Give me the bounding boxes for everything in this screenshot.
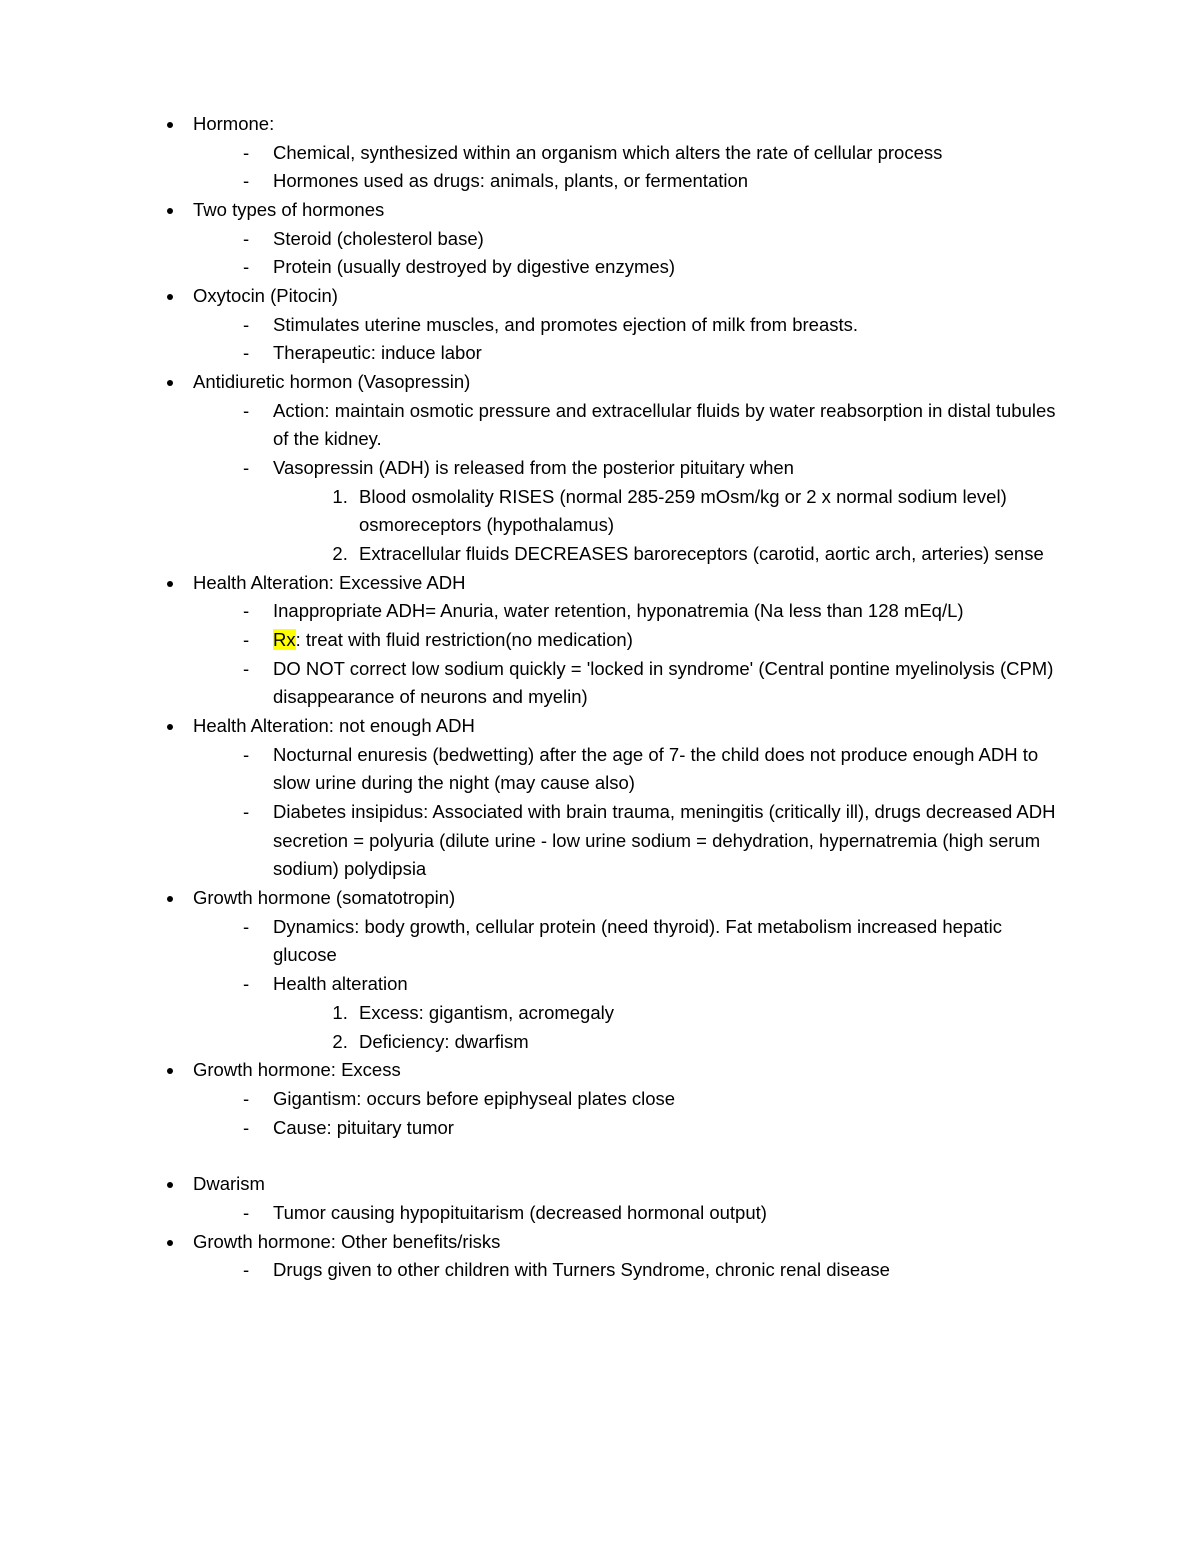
bullet-text: Growth hormone: Other benefits/risks <box>193 1231 500 1252</box>
sub-item: DO NOT correct low sodium quickly = 'loc… <box>243 655 1070 712</box>
sub-text: : treat with fluid restriction(no medica… <box>296 629 633 650</box>
sub-text: Drugs given to other children with Turne… <box>273 1259 890 1280</box>
numbered-item: Extracellular fluids DECREASES barorecep… <box>353 540 1070 569</box>
numbered-item: Excess: gigantism, acromegaly <box>353 999 1070 1028</box>
bullet-text: Dwarism <box>193 1173 265 1194</box>
sub-text: Diabetes insipidus: Associated with brai… <box>273 801 1055 879</box>
sub-item: Protein (usually destroyed by digestive … <box>243 253 1070 282</box>
sub-list: Drugs given to other children with Turne… <box>193 1256 1070 1285</box>
sub-text: DO NOT correct low sodium quickly = 'loc… <box>273 658 1053 708</box>
sub-item: Vasopressin (ADH) is released from the p… <box>243 454 1070 569</box>
sub-list: Chemical, synthesized within an organism… <box>193 139 1070 196</box>
sub-text: Therapeutic: induce labor <box>273 342 482 363</box>
highlighted-text: Rx <box>273 629 296 650</box>
bullet-item: Growth hormone: Other benefits/risks Drug… <box>185 1228 1070 1285</box>
sub-item: Rx: treat with fluid restriction(no medi… <box>243 626 1070 655</box>
bullet-item: Antidiuretic hormon (Vasopressin) Action:… <box>185 368 1070 569</box>
sub-text: Nocturnal enuresis (bedwetting) after th… <box>273 744 1038 794</box>
sub-list: Inappropriate ADH= Anuria, water retenti… <box>193 597 1070 712</box>
bullet-text: Antidiuretic hormon (Vasopressin) <box>193 371 470 392</box>
sub-text: Dynamics: body growth, cellular protein … <box>273 916 1002 966</box>
sub-item: Drugs given to other children with Turne… <box>243 1256 1070 1285</box>
outline-root: Hormone: Chemical, synthesized within an … <box>130 110 1070 1285</box>
sub-item: Dynamics: body growth, cellular protein … <box>243 913 1070 970</box>
bullet-text: Growth hormone: Excess <box>193 1059 401 1080</box>
sub-text: Stimulates uterine muscles, and promotes… <box>273 314 858 335</box>
bullet-item: Growth hormone: Excess Gigantism: occurs … <box>185 1056 1070 1142</box>
sub-list: Action: maintain osmotic pressure and ex… <box>193 397 1070 569</box>
sub-text: Tumor causing hypopituitarism (decreased… <box>273 1202 767 1223</box>
numbered-list: Blood osmolality RISES (normal 285-259 m… <box>273 483 1070 569</box>
bullet-item: Health Alteration: Excessive ADH Inapprop… <box>185 569 1070 712</box>
sub-item: Tumor causing hypopituitarism (decreased… <box>243 1199 1070 1228</box>
sub-text: Hormones used as drugs: animals, plants,… <box>273 170 748 191</box>
bullet-item: Oxytocin (Pitocin) Stimulates uterine mus… <box>185 282 1070 368</box>
bullet-item: Two types of hormones Steroid (cholestero… <box>185 196 1070 282</box>
sub-item: Stimulates uterine muscles, and promotes… <box>243 311 1070 340</box>
bullet-text: Growth hormone (somatotropin) <box>193 887 455 908</box>
sub-list: Gigantism: occurs before epiphyseal plat… <box>193 1085 1070 1142</box>
bullet-item: Growth hormone (somatotropin) Dynamics: b… <box>185 884 1070 1056</box>
sub-item: Cause: pituitary tumor <box>243 1114 1070 1143</box>
sub-item: Inappropriate ADH= Anuria, water retenti… <box>243 597 1070 626</box>
sub-item: Gigantism: occurs before epiphyseal plat… <box>243 1085 1070 1114</box>
sub-text: Action: maintain osmotic pressure and ex… <box>273 400 1056 450</box>
sub-text: Chemical, synthesized within an organism… <box>273 142 942 163</box>
sub-list: Steroid (cholesterol base) Protein (usual… <box>193 225 1070 282</box>
sub-item: Hormones used as drugs: animals, plants,… <box>243 167 1070 196</box>
sub-item: Steroid (cholesterol base) <box>243 225 1070 254</box>
sub-item: Nocturnal enuresis (bedwetting) after th… <box>243 741 1070 798</box>
bullet-text: Hormone: <box>193 113 274 134</box>
sub-list: Tumor causing hypopituitarism (decreased… <box>193 1199 1070 1228</box>
bullet-item: Dwarism Tumor causing hypopituitarism (de… <box>185 1170 1070 1227</box>
bullet-text: Health Alteration: Excessive ADH <box>193 572 466 593</box>
bullet-text: Health Alteration: not enough ADH <box>193 715 475 736</box>
sub-text: Health alteration <box>273 973 408 994</box>
sub-item: Therapeutic: induce labor <box>243 339 1070 368</box>
sub-item: Diabetes insipidus: Associated with brai… <box>243 798 1070 884</box>
bullet-item: Hormone: Chemical, synthesized within an … <box>185 110 1070 196</box>
sub-text: Cause: pituitary tumor <box>273 1117 454 1138</box>
numbered-item: Blood osmolality RISES (normal 285-259 m… <box>353 483 1070 540</box>
sub-text: Steroid (cholesterol base) <box>273 228 484 249</box>
numbered-list: Excess: gigantism, acromegalyDeficiency:… <box>273 999 1070 1056</box>
bullet-text: Two types of hormones <box>193 199 384 220</box>
sub-list: Stimulates uterine muscles, and promotes… <box>193 311 1070 368</box>
sub-item: Chemical, synthesized within an organism… <box>243 139 1070 168</box>
sub-text: Protein (usually destroyed by digestive … <box>273 256 675 277</box>
sub-text: Vasopressin (ADH) is released from the p… <box>273 457 794 478</box>
bullet-item: Health Alteration: not enough ADH Nocturn… <box>185 712 1070 884</box>
sub-text: Inappropriate ADH= Anuria, water retenti… <box>273 600 964 621</box>
blank-line <box>185 1142 1070 1170</box>
sub-list: Nocturnal enuresis (bedwetting) after th… <box>193 741 1070 884</box>
sub-text: Gigantism: occurs before epiphyseal plat… <box>273 1088 675 1109</box>
numbered-item: Deficiency: dwarfism <box>353 1028 1070 1057</box>
sub-list: Dynamics: body growth, cellular protein … <box>193 913 1070 1056</box>
sub-item: Action: maintain osmotic pressure and ex… <box>243 397 1070 454</box>
sub-item: Health alteration Excess: gigantism, acro… <box>243 970 1070 1056</box>
bullet-text: Oxytocin (Pitocin) <box>193 285 338 306</box>
